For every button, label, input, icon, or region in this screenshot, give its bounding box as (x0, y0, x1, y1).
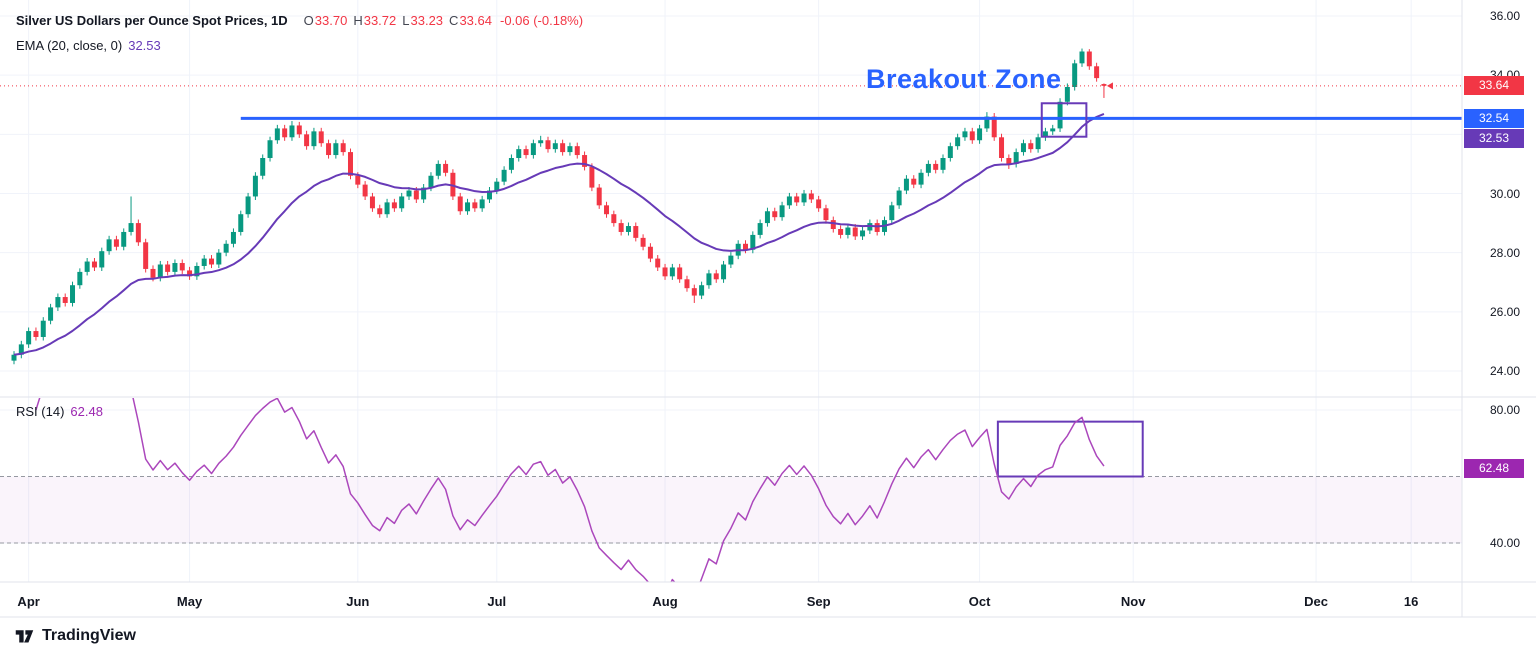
rsi-label: RSI (14) (16, 404, 65, 419)
breakout-box-rsi[interactable] (996, 420, 1144, 478)
price-badge-33.64: 33.64 (1464, 76, 1524, 96)
ema-line[interactable] (13, 113, 1105, 356)
price-tick-label: 26.00 (1490, 304, 1521, 319)
time-label-Nov[interactable]: Nov (1120, 594, 1146, 609)
rsi-value: 62.48 (70, 404, 103, 419)
price-tick-label: 30.00 (1490, 186, 1521, 201)
breakout-zone-label[interactable]: Breakout Zone (866, 64, 1062, 94)
price-badge-32.54: 32.54 (1464, 108, 1524, 128)
tradingview-logo-icon[interactable] (14, 625, 35, 646)
time-label-Aug[interactable]: Aug (652, 594, 678, 609)
rsi-legend: RSI (14) 62.48 (16, 404, 103, 419)
high-value: 33.72 (363, 13, 397, 28)
tradingview-wordmark[interactable]: TradingView (42, 626, 136, 644)
time-label-Jul[interactable]: Jul (487, 594, 507, 609)
candles (11, 48, 1107, 365)
time-label-Apr[interactable]: Apr (17, 594, 40, 609)
rsi-tick-label: 80.00 (1490, 403, 1521, 417)
close-value: 33.64 (459, 13, 492, 28)
ema-label: EMA (20, close, 0) (16, 38, 123, 53)
open-label: O (303, 13, 314, 28)
time-label-Sep[interactable]: Sep (806, 594, 831, 609)
rsi-tick-label: 40.00 (1490, 536, 1521, 550)
time-label-16[interactable]: 16 (1403, 594, 1419, 609)
open-value: 33.70 (314, 13, 348, 28)
price-badge-32.53: 32.53 (1464, 128, 1524, 148)
close-label: C (449, 13, 459, 28)
time-label-May[interactable]: May (176, 594, 203, 609)
breakout-box-price[interactable] (1040, 102, 1088, 138)
ema-value: 32.53 (128, 38, 161, 53)
time-label-Oct[interactable]: Oct (968, 594, 991, 609)
time-label-Jun[interactable]: Jun (346, 594, 370, 609)
symbol-legend: Silver US Dollars per Ounce Spot Prices,… (16, 13, 583, 28)
footer: TradingView (14, 625, 136, 646)
time-label-Dec[interactable]: Dec (1304, 594, 1328, 609)
price-tick-label: 28.00 (1490, 245, 1521, 260)
ema-legend: EMA (20, close, 0) 32.53 (16, 38, 161, 53)
rsi-line[interactable] (35, 383, 1105, 597)
change-value: -0.06 (-0.18%) (499, 13, 584, 28)
price-tick-label: 24.00 (1490, 364, 1521, 378)
last-price-marker (1106, 82, 1113, 90)
rsi-band-fill (0, 476, 1462, 543)
symbol-title: Silver US Dollars per Ounce Spot Prices,… (16, 13, 288, 28)
high-label: H (353, 13, 363, 28)
low-label: L (402, 13, 410, 28)
rsi-badge: 62.48 (1464, 458, 1524, 478)
low-value: 33.23 (410, 13, 444, 28)
price-tick-label: 36.00 (1490, 9, 1521, 23)
